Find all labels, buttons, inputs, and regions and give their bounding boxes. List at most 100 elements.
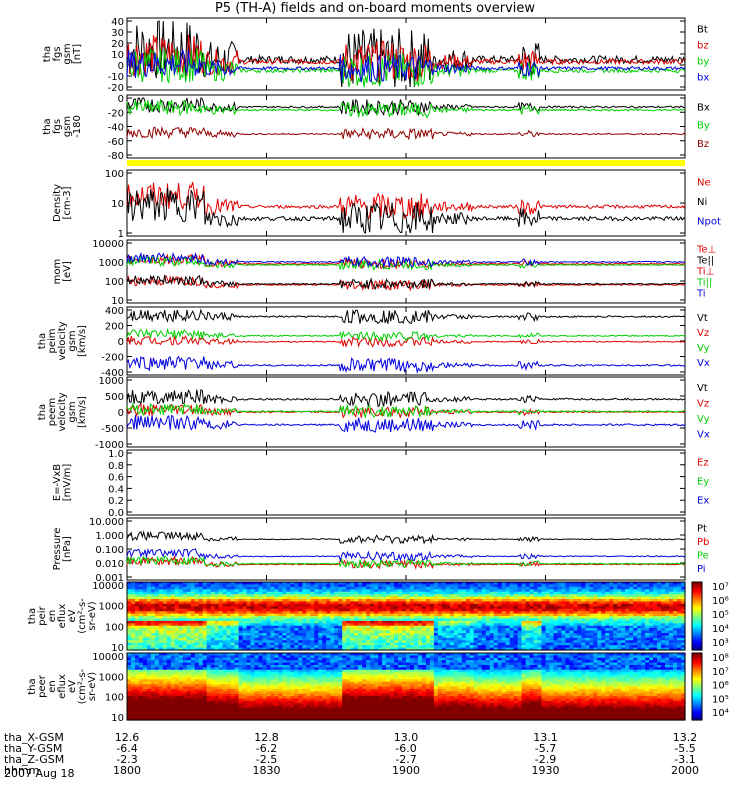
heatmap-cell — [346, 582, 351, 586]
heatmap-cell — [517, 640, 523, 644]
heatmap-cell — [146, 616, 152, 620]
heatmap-cell — [162, 662, 168, 666]
heatmap-cell — [150, 667, 156, 671]
heatmap-cell — [150, 582, 156, 586]
heatmap-cell — [557, 611, 563, 615]
heatmap-cell — [318, 633, 323, 637]
heatmap-cell — [390, 620, 395, 624]
heatmap-cell — [441, 618, 447, 622]
heatmap-cell — [433, 603, 439, 607]
heatmap-cell — [130, 700, 136, 704]
heatmap-cell — [549, 596, 555, 600]
heatmap-cell — [130, 674, 136, 678]
heatmap-cell — [294, 584, 299, 588]
heatmap-cell — [433, 640, 439, 644]
heatmap-cell — [214, 676, 220, 680]
heatmap-cell — [497, 625, 503, 629]
heatmap-cell — [665, 625, 670, 629]
heatmap-cell — [130, 698, 136, 702]
heatmap-cell — [465, 601, 471, 605]
heatmap-cell — [681, 608, 686, 612]
heatmap-cell — [178, 653, 184, 656]
heatmap-cell — [350, 594, 355, 598]
heatmap-cell — [485, 611, 491, 615]
heatmap-cell — [429, 642, 435, 646]
heatmap-cell — [421, 645, 427, 649]
heatmap-cell — [601, 637, 606, 641]
heatmap-cell — [417, 589, 423, 593]
heatmap-cell — [138, 669, 144, 673]
heatmap-cell — [613, 608, 618, 612]
heatmap-cell — [513, 647, 519, 651]
heatmap-cell — [170, 606, 176, 610]
heatmap-cell — [561, 599, 567, 603]
heatmap-cell — [585, 591, 590, 595]
heatmap-cell — [138, 696, 144, 700]
heatmap-cell — [541, 645, 547, 649]
heatmap-cell — [609, 589, 614, 593]
heatmap-cell — [469, 594, 475, 598]
heatmap-cell — [198, 712, 204, 716]
heatmap-cell — [198, 599, 204, 603]
heatmap-cell — [386, 625, 391, 629]
heatmap-cell — [501, 642, 507, 646]
heatmap-cell — [194, 611, 200, 615]
heatmap-cell — [170, 664, 176, 668]
heatmap-cell — [509, 635, 515, 639]
heatmap-cell — [318, 601, 323, 605]
heatmap-cell — [274, 608, 280, 612]
heatmap-cell — [198, 623, 204, 627]
heatmap-cell — [605, 596, 610, 600]
heatmap-cell — [330, 596, 335, 600]
heatmap-cell — [629, 620, 634, 624]
heatmap-cell — [517, 606, 523, 610]
heatmap-cell — [378, 637, 383, 641]
heatmap-cell — [210, 681, 216, 685]
colorbar-cell — [692, 600, 702, 603]
heatmap-cell — [166, 660, 172, 664]
heatmap-cell — [569, 620, 574, 624]
heatmap-cell — [589, 637, 594, 641]
heatmap-cell — [127, 708, 132, 712]
heatmap-cell — [146, 635, 152, 639]
heatmap-cell — [298, 589, 303, 593]
heatmap-cell — [282, 599, 288, 603]
heatmap-cell — [449, 647, 455, 651]
heatmap-cell — [378, 640, 383, 644]
heatmap-cell — [202, 594, 208, 598]
heatmap-cell — [477, 637, 483, 641]
heatmap-cell — [629, 589, 634, 593]
heatmap-cell — [573, 611, 578, 615]
heatmap-cell — [597, 618, 602, 622]
heatmap-cell — [218, 620, 224, 624]
heatmap-cell — [573, 599, 578, 603]
heatmap-cell — [358, 589, 363, 593]
heatmap-cell — [402, 596, 407, 600]
heatmap-cell — [214, 705, 220, 709]
heatmap-cell — [394, 591, 399, 595]
heatmap-cell — [641, 586, 646, 590]
heatmap-cell — [258, 594, 264, 598]
heatmap-cell — [150, 703, 156, 707]
heatmap-cell — [342, 606, 347, 610]
heatmap-cell — [358, 635, 363, 639]
heatmap-cell — [194, 698, 200, 702]
heatmap-cell — [593, 642, 598, 646]
heatmap-cell — [561, 613, 567, 617]
heatmap-cell — [394, 601, 399, 605]
heatmap-cell — [298, 611, 303, 615]
heatmap-cell — [127, 655, 132, 659]
heatmap-cell — [182, 662, 188, 666]
heatmap-cell — [533, 586, 539, 590]
heatmap-cell — [605, 594, 610, 598]
heatmap-cell — [477, 616, 483, 620]
heatmap-cell — [537, 611, 543, 615]
heatmap-cell — [214, 715, 220, 719]
heatmap-cell — [386, 584, 391, 588]
heatmap-cell — [565, 601, 571, 605]
heatmap-cell — [465, 616, 471, 620]
heatmap-cell — [513, 645, 519, 649]
heatmap-cell — [465, 625, 471, 629]
heatmap-cell — [417, 637, 423, 641]
heatmap-cell — [358, 647, 363, 651]
